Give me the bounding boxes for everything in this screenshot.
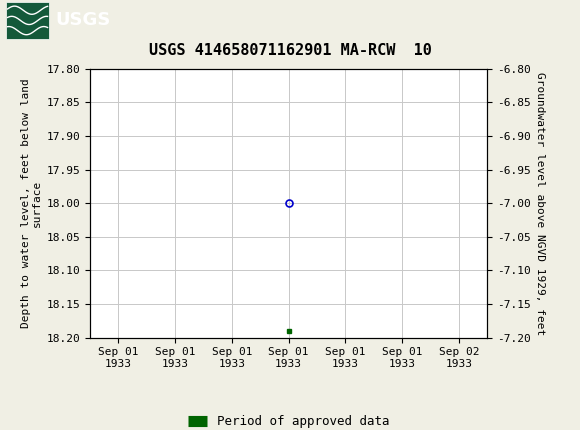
Bar	[6, 2, 49, 39]
Text: USGS: USGS	[55, 12, 110, 29]
Legend: Period of approved data: Period of approved data	[183, 410, 394, 430]
Y-axis label: Groundwater level above NGVD 1929, feet: Groundwater level above NGVD 1929, feet	[535, 71, 545, 335]
Text: USGS 414658071162901 MA-RCW  10: USGS 414658071162901 MA-RCW 10	[148, 43, 432, 58]
Y-axis label: Depth to water level, feet below land
surface: Depth to water level, feet below land su…	[21, 78, 42, 328]
